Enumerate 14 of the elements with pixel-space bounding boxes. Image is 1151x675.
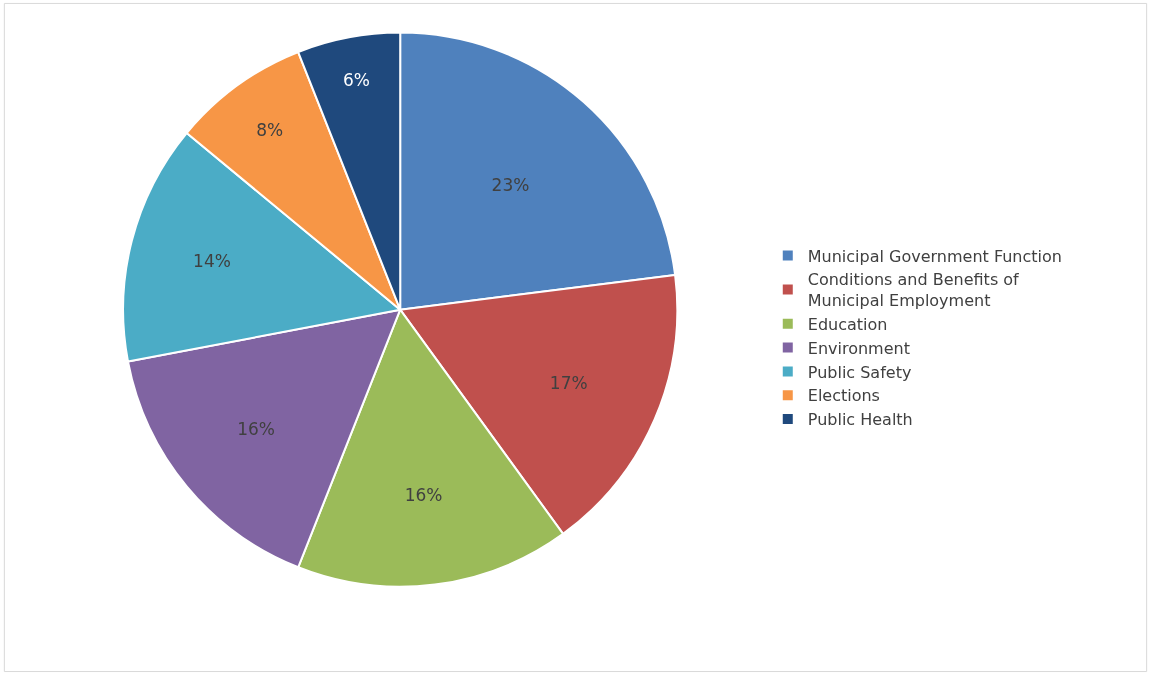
legend-label: Education bbox=[807, 315, 888, 335]
data-label: 23% bbox=[491, 174, 530, 195]
data-label: 14% bbox=[193, 251, 231, 272]
legend-label: Conditions and Benefits of Municipal Employment bbox=[807, 270, 1020, 311]
legend-label: Public Health bbox=[807, 410, 913, 430]
data-label: 6% bbox=[342, 70, 370, 91]
legend-label: Elections bbox=[807, 386, 880, 406]
data-label: 17% bbox=[549, 372, 588, 393]
legend-label: Public Safety bbox=[807, 362, 912, 382]
legend-label: Municipal Government Function bbox=[807, 246, 1062, 266]
legend-label: Environment bbox=[807, 338, 910, 358]
data-label: 16% bbox=[404, 485, 443, 506]
data-label: 8% bbox=[256, 120, 284, 141]
data-label: 16% bbox=[237, 418, 275, 439]
